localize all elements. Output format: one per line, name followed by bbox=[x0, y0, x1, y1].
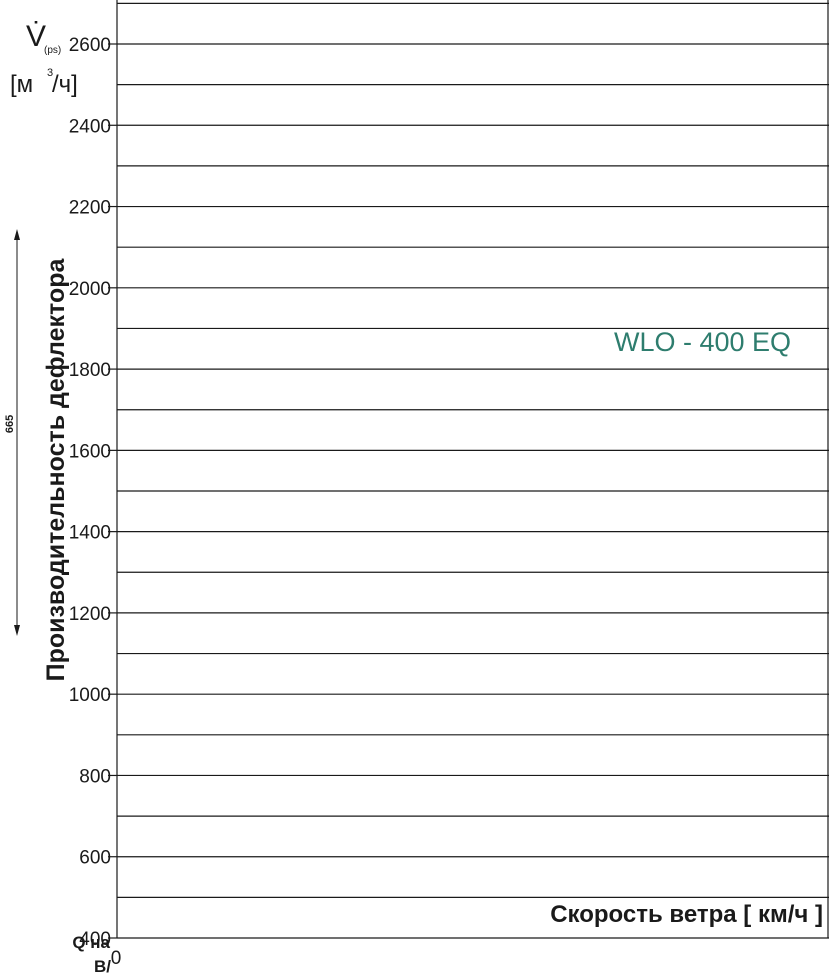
y-unit-open: [м bbox=[10, 71, 33, 98]
x-tick-label: 0 bbox=[111, 948, 122, 969]
y-tick-label: 2400 bbox=[69, 116, 111, 137]
dimension-label: 665 bbox=[4, 415, 16, 433]
y-tick-label: 2200 bbox=[69, 198, 111, 219]
y-tick-label: 400 bbox=[79, 929, 111, 950]
y-unit: V̇ (ps) [м 3 /ч] bbox=[10, 20, 78, 98]
dimension-marker: 665 bbox=[4, 229, 20, 636]
y-tick-labels: 400 600 800 1000 1200 1400 1600 1800 2000 2200 240… bbox=[69, 35, 111, 950]
y-axis-title: Производительность дефлектора bbox=[42, 258, 70, 682]
y-tick-label: 1200 bbox=[69, 604, 111, 625]
grid bbox=[108, 0, 829, 939]
dimension-arrow-bottom bbox=[14, 625, 20, 636]
y-tick-label: 1600 bbox=[69, 441, 111, 462]
y-tick-label: 800 bbox=[79, 766, 111, 787]
y-unit-superscript: 3 bbox=[47, 67, 53, 79]
dimension-arrow-top bbox=[14, 229, 20, 240]
fragment-text-1: Q на bbox=[72, 933, 110, 952]
y-tick-label: 600 bbox=[79, 848, 111, 869]
x-axis-title: Скорость ветра [ км/ч ] bbox=[550, 901, 823, 928]
y-tick-label: 2600 bbox=[69, 35, 111, 56]
y-unit-subscript: (ps) bbox=[44, 45, 61, 56]
y-tick-label: 1400 bbox=[69, 523, 111, 544]
y-tick-label: 1800 bbox=[69, 360, 111, 381]
y-unit-symbol: V̇ bbox=[26, 20, 46, 53]
series-label: WLO - 400 EQ bbox=[614, 327, 791, 357]
y-tick-label: 2000 bbox=[69, 279, 111, 300]
x-tick-labels: 010203040506070 bbox=[111, 948, 122, 969]
y-tick-label: 1000 bbox=[69, 685, 111, 706]
y-unit-close: /ч] bbox=[52, 71, 78, 98]
fragment-text-2: B/ bbox=[94, 957, 111, 973]
